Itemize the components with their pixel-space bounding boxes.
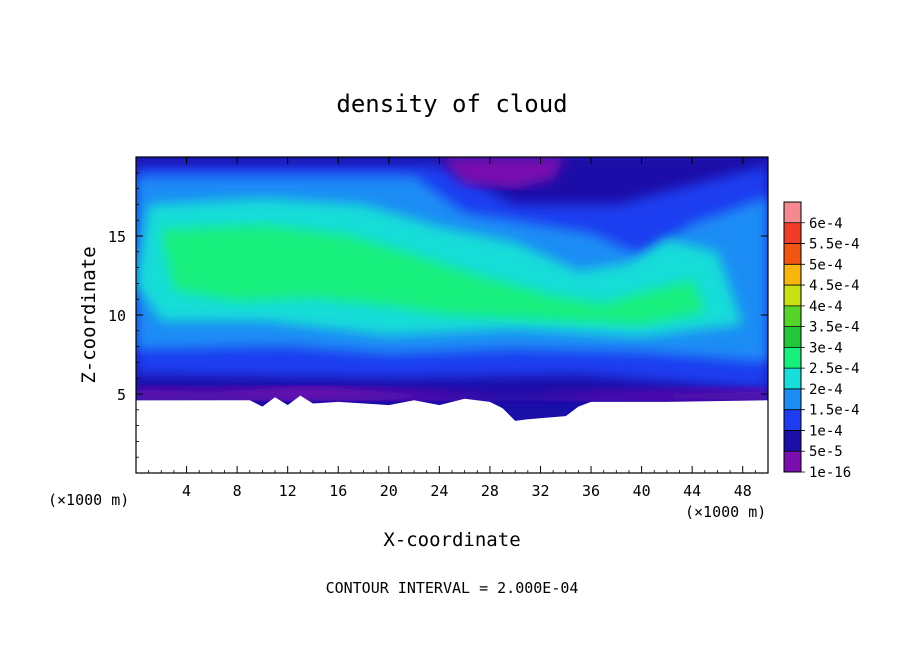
colorbar-label: 1.5e-4 <box>809 403 860 419</box>
colorbar-swatch <box>784 347 801 369</box>
plot-area <box>135 156 769 474</box>
colorbar-swatch <box>784 388 801 410</box>
x-unit-left: (×1000 m) <box>48 491 129 509</box>
colorbar-label: 5e-4 <box>809 257 843 273</box>
colorbar-label: 2e-4 <box>809 382 843 398</box>
colorbar-swatch <box>784 285 801 306</box>
contour-region <box>439 157 566 189</box>
colorbar-label: 3e-4 <box>809 340 843 356</box>
colorbar-swatch <box>784 368 801 389</box>
contour-interval-note: CONTOUR INTERVAL = 2.000E-04 <box>326 579 579 597</box>
x-tick-label: 48 <box>734 482 752 500</box>
chart-title: density of cloud <box>336 90 567 118</box>
colorbar-swatch <box>784 451 801 472</box>
colorbar-label: 2.5e-4 <box>809 361 860 377</box>
y-tick-label: 15 <box>108 228 126 246</box>
colorbar-label: 5e-5 <box>809 444 843 460</box>
terrain-mask <box>136 395 768 473</box>
colorbar: 1e-16 5e-5 1e-4 1.5e-4 2e-4 2.5e-4 3e-4 3.5e-4 4… <box>783 201 860 481</box>
x-axis-label: X-coordinate <box>383 529 520 551</box>
y-tick-label: 10 <box>108 307 126 325</box>
x-tick-label: 24 <box>430 482 448 500</box>
colorbar-swatch <box>784 243 801 265</box>
colorbar-swatch <box>784 409 801 431</box>
colorbar-frame <box>783 201 802 473</box>
y-axis: 5 10 15 <box>108 172 768 458</box>
y-axis-label: Z-coordinate <box>78 246 100 383</box>
colorbar-label: 1e-4 <box>809 423 843 439</box>
x-tick-label: 8 <box>233 482 242 500</box>
colorbar-label: 4.5e-4 <box>809 278 860 294</box>
colorbar-swatch <box>784 202 801 223</box>
x-tick-label: 4 <box>182 482 191 500</box>
colorbar-swatch <box>784 264 801 286</box>
below-ground-region <box>136 395 768 473</box>
contour-region <box>161 224 705 325</box>
colorbar-swatch <box>784 305 801 327</box>
colorbar-swatch <box>784 430 801 452</box>
y-tick-label: 5 <box>117 386 126 404</box>
x-tick-label: 28 <box>481 482 499 500</box>
colorbar-label: 1e-16 <box>809 465 851 481</box>
x-axis: 4 8 12 16 20 24 28 32 36 40 44 48 <box>148 157 756 500</box>
colorbar-label: 4e-4 <box>809 299 843 315</box>
x-tick-label: 20 <box>380 482 398 500</box>
x-tick-label: 32 <box>531 482 549 500</box>
colorbar-label: 6e-4 <box>809 216 843 232</box>
x-tick-label: 40 <box>633 482 651 500</box>
contour-region <box>136 386 768 401</box>
colorbar-label: 3.5e-4 <box>809 320 860 336</box>
x-tick-label: 36 <box>582 482 600 500</box>
contour-regions <box>136 157 768 473</box>
x-tick-label: 12 <box>279 482 297 500</box>
x-tick-label: 44 <box>683 482 701 500</box>
x-unit-right: (×1000 m) <box>685 503 766 521</box>
colorbar-label: 5.5e-4 <box>809 237 860 253</box>
colorbar-swatch <box>784 222 801 244</box>
colorbar-swatch <box>784 326 801 348</box>
x-tick-label: 16 <box>329 482 347 500</box>
